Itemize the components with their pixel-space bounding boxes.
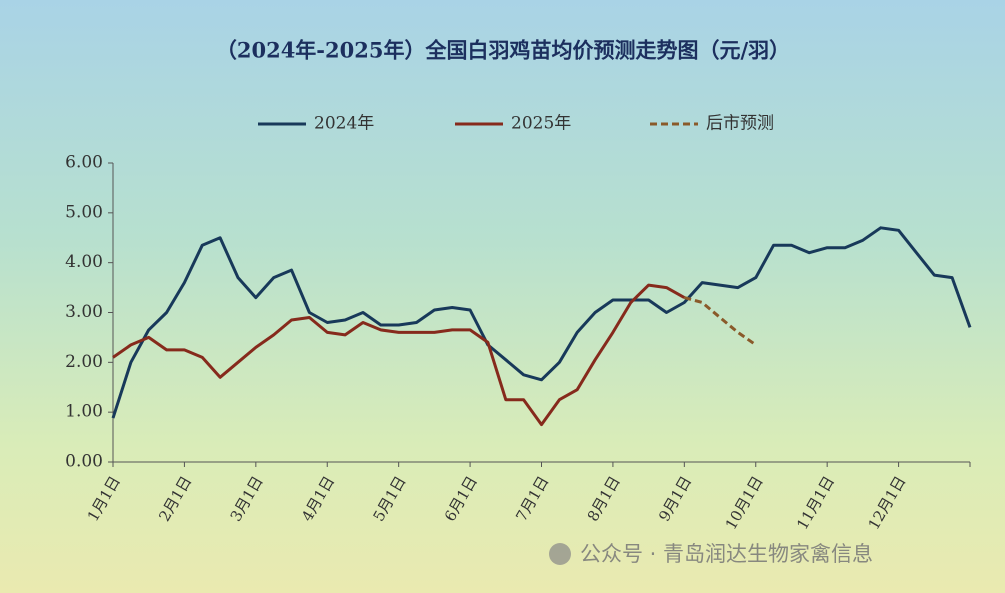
x-tick-label: 6月1日 [441,473,481,525]
y-tick-label: 0.00 [65,452,103,472]
x-tick-label: 4月1日 [298,473,338,525]
x-tick-label: 10月1日 [722,473,767,533]
watermark-icon [549,543,571,565]
x-tick-label: 5月1日 [369,473,409,525]
watermark: 公众号 · 青岛润达生物家禽信息 [580,542,873,566]
y-tick-label: 5.00 [65,202,103,222]
series-line [683,296,757,347]
x-tick-label: 12月1日 [865,473,910,533]
y-tick-label: 2.00 [65,352,103,372]
legend-label: 后市预测 [706,114,774,134]
x-tick-label: 9月1日 [655,473,695,525]
legend-label: 2024年 [314,114,374,134]
x-tick-label: 2月1日 [155,473,195,525]
chart-title: （2024年-2025年）全国白羽鸡苗均价预测走势图（元/羽） [216,38,790,63]
y-tick-label: 4.00 [65,252,103,272]
series-line [112,283,686,427]
x-tick-label: 8月1日 [584,473,624,525]
x-tick-label: 7月1日 [512,473,552,525]
y-tick-label: 6.00 [65,153,103,173]
y-tick-label: 3.00 [65,302,103,322]
y-tick-label: 1.00 [65,402,103,422]
x-tick-label: 11月1日 [793,473,838,533]
x-tick-label: 3月1日 [227,473,267,525]
series-line [111,226,972,419]
x-tick-label: 1月1日 [84,473,124,525]
legend-label: 2025年 [511,114,571,134]
